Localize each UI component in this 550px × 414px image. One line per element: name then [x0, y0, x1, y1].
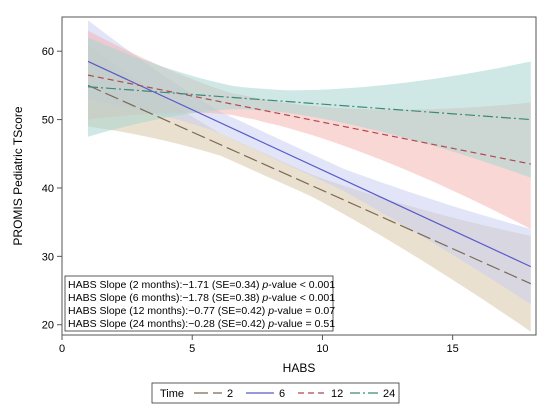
slope-annotation-line: HABS Slope (6 months):−1.78 (SE=0.38) p-…	[68, 292, 335, 304]
slope-annotation-line: HABS Slope (12 months):−0.77 (SE=0.42) p…	[68, 305, 335, 317]
y-tick-label: 40	[42, 183, 54, 195]
fit-line-24-months	[87, 86, 531, 121]
legend-label-24: 24	[383, 388, 395, 400]
confidence-band-12-months	[88, 30, 531, 230]
legend-frame	[151, 382, 400, 404]
legend-label-2: 2	[227, 388, 233, 400]
y-tick-label: 50	[42, 115, 54, 127]
fit-line-6-months	[87, 60, 532, 268]
slope-annotation-line: HABS Slope (24 months):−0.28 (SE=0.42) p…	[68, 318, 335, 330]
slope-annotation-line: HABS Slope (2 months):−1.71 (SE=0.34) p-…	[68, 279, 335, 291]
legend-label-12: 12	[331, 388, 343, 400]
legend-label-6: 6	[279, 388, 285, 400]
confidence-band-2-months	[88, 44, 531, 332]
plot-area	[87, 20, 532, 332]
legend-title: Time	[160, 388, 184, 400]
axes: 0 5 10 15 20 30 40 50 60	[42, 46, 459, 355]
x-tick-label: 10	[316, 343, 328, 355]
confidence-band-6-months	[88, 20, 531, 305]
plot-frame	[61, 16, 537, 336]
x-tick-label: 0	[59, 343, 65, 355]
fit-line-12-months	[87, 74, 531, 165]
fit-line-2-months	[87, 84, 532, 285]
legend: Time 2 6 12 24	[151, 382, 400, 404]
annotation-frame	[64, 275, 334, 332]
y-tick-label: 30	[42, 251, 54, 263]
x-tick-label: 15	[447, 343, 459, 355]
y-axis-title: PROMIS Pediatric TScore	[11, 106, 25, 245]
x-tick-label: 5	[189, 343, 195, 355]
confidence-band-24-months	[88, 37, 531, 178]
slope-annotation-box: HABS Slope (2 months):−1.71 (SE=0.34) p-…	[64, 275, 335, 332]
y-tick-label: 60	[42, 46, 54, 58]
y-tick-label: 20	[42, 320, 54, 332]
x-axis-title: HABS	[283, 361, 316, 375]
